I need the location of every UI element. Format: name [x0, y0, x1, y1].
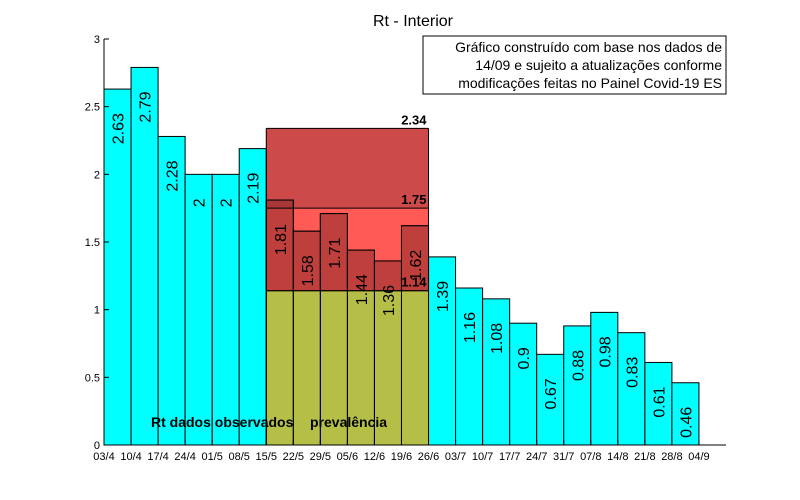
- note-frame: [422, 35, 727, 95]
- x-tick-label: 17/4: [147, 451, 168, 463]
- bar-value-label: 2.19: [246, 173, 263, 204]
- y-tick-label: 1.5: [85, 237, 100, 249]
- y-tick-label: 0.5: [85, 372, 100, 384]
- y-tick-label: 2: [94, 169, 100, 181]
- bar-value-label: 2.28: [165, 160, 182, 191]
- x-tick-label: 03/7: [445, 451, 466, 463]
- bar-value-label: 2: [192, 198, 209, 207]
- x-tick-label: 19/6: [391, 451, 412, 463]
- bar-value-label: 0.98: [597, 336, 614, 367]
- x-tick-label: 04/9: [688, 451, 709, 463]
- bar: [103, 88, 132, 446]
- y-ticks: 0 0.5 1 1.5 2 2.5 3: [85, 34, 109, 452]
- bar-value-label: 0.9: [516, 347, 533, 369]
- x-tick-label: 14/8: [607, 451, 628, 463]
- bar-value-label: 2: [219, 198, 236, 207]
- bar: [184, 173, 213, 446]
- reference-labels: 1.14 1.75 2.34: [401, 112, 427, 289]
- bar: [130, 66, 159, 446]
- bar: [482, 298, 511, 446]
- reference-band-2: [266, 128, 429, 209]
- bar-value-label: 1.81: [273, 224, 290, 255]
- x-tick-label: 29/5: [310, 451, 331, 463]
- chart-title: Rt - Interior: [373, 13, 454, 30]
- bar-value-label: 0.67: [543, 378, 560, 409]
- bar-overlap: [292, 230, 321, 292]
- bar-value-label: 1.44: [354, 274, 371, 305]
- region-labels: Rt dados observados prevalência: [151, 414, 387, 430]
- x-tick-label: 05/6: [337, 451, 358, 463]
- bar-value-label: 1.39: [435, 281, 452, 312]
- bar: [671, 382, 700, 446]
- reference-overlay: [265, 127, 430, 445]
- y-tick-label: 3: [94, 34, 100, 46]
- bar-value-label: 1.16: [462, 312, 479, 343]
- bar-value-label: 1.36: [381, 285, 398, 316]
- x-tick-label: 28/8: [661, 451, 682, 463]
- x-tick-label: 17/7: [499, 451, 520, 463]
- x-tick-label: 08/5: [229, 451, 250, 463]
- x-tick-label: 07/8: [580, 451, 601, 463]
- y-tick-label: 2.5: [85, 102, 100, 114]
- x-tick-label: 21/8: [634, 451, 655, 463]
- x-tick-label: 10/4: [120, 451, 141, 463]
- y-tick-label: 1: [94, 305, 100, 317]
- reference-label-0: 1.14: [401, 275, 427, 290]
- bar-overlap: [346, 249, 375, 292]
- bar-value-label: 0.83: [624, 357, 641, 388]
- x-tick-label: 03/4: [93, 451, 114, 463]
- x-tick-label: 01/5: [201, 451, 222, 463]
- note-line-1: Gráfico construído com base nos dados de: [455, 39, 722, 55]
- bar: [590, 311, 619, 446]
- bar-value-label: 1.62: [408, 250, 425, 281]
- bar-value-label: 1.08: [489, 323, 506, 354]
- bar: [211, 173, 240, 446]
- bar-value-label: 2.79: [138, 91, 155, 122]
- x-tick-label: 24/7: [526, 451, 547, 463]
- x-tick-label: 10/7: [472, 451, 493, 463]
- bar: [563, 325, 592, 446]
- bar: [536, 353, 565, 446]
- bar: [455, 287, 484, 446]
- x-tick-label: 15/5: [256, 451, 277, 463]
- prevalence-region-label: prevalência: [310, 414, 387, 430]
- x-tick-label: 26/6: [418, 451, 439, 463]
- y-tick-label: 0: [94, 440, 100, 452]
- bars-group: [103, 66, 700, 446]
- x-ticks: 03/4 10/4 17/4 24/4 01/5 08/5 15/5 22/5 29/5 05/6…: [93, 440, 710, 463]
- bar: [617, 332, 646, 446]
- bar: [509, 322, 538, 446]
- x-tick-label: 31/7: [553, 451, 574, 463]
- value-labels: 2.632.792.282 2 2.191.811.581.711.44 1.361.…: [111, 91, 696, 438]
- note-line-2: 14/09 e sujeito a atualizações conforme: [475, 57, 722, 73]
- x-tick-label: 24/4: [174, 451, 195, 463]
- bar-value-label: 2.63: [111, 113, 128, 144]
- reference-label-2: 2.34: [401, 112, 427, 127]
- bar-value-label: 1.71: [327, 237, 344, 268]
- note-line-3: modificações feitas no Painel Covid-19 E…: [458, 75, 722, 91]
- x-tick-label: 12/6: [364, 451, 385, 463]
- reference-label-1: 1.75: [401, 192, 426, 207]
- bar-value-label: 0.46: [678, 407, 695, 438]
- observed-region-label: Rt dados observados: [151, 414, 294, 430]
- bar-value-label: 1.58: [300, 255, 317, 286]
- note-box: Gráfico construído com base nos dados de…: [422, 35, 727, 95]
- bar-value-label: 0.88: [570, 350, 587, 381]
- bar-value-label: 0.61: [651, 386, 668, 417]
- x-tick-label: 22/5: [283, 451, 304, 463]
